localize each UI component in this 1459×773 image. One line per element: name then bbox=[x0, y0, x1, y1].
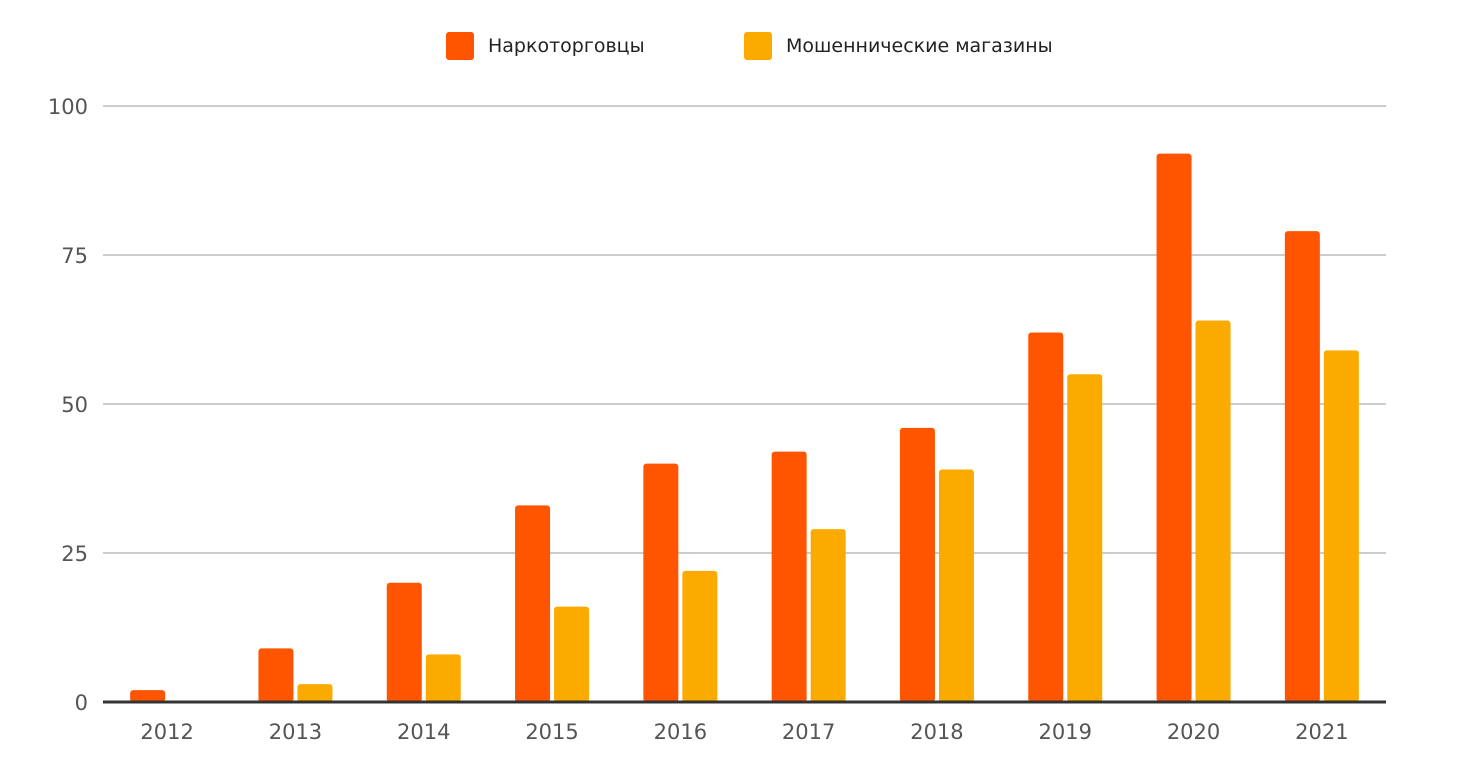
y-tick-label: 25 bbox=[61, 542, 88, 566]
bar-drug-dealers bbox=[386, 582, 422, 702]
y-tick-label: 75 bbox=[61, 244, 88, 268]
x-tick-label: 2021 bbox=[1295, 720, 1348, 744]
legend-item-drug-dealers: Наркоторговцы bbox=[446, 32, 645, 60]
x-tick-label: 2015 bbox=[525, 720, 578, 744]
bar-drug-dealers bbox=[515, 505, 551, 702]
legend-swatch-fraud-shops bbox=[744, 32, 772, 60]
bar-drug-dealers bbox=[1028, 332, 1064, 702]
bar-drug-dealers bbox=[643, 463, 679, 702]
y-tick-label: 100 bbox=[48, 95, 88, 119]
chart-legend: Наркоторговцы Мошеннические магазины bbox=[0, 32, 1459, 64]
x-tick-label: 2013 bbox=[269, 720, 322, 744]
bar-fraud-shops bbox=[554, 606, 590, 702]
y-tick-label: 0 bbox=[75, 691, 88, 715]
x-tick-label: 2016 bbox=[654, 720, 707, 744]
legend-label-drug-dealers: Наркоторговцы bbox=[488, 35, 645, 57]
bar-fraud-shops bbox=[1323, 350, 1359, 702]
x-tick-label: 2012 bbox=[140, 720, 193, 744]
x-tick-label: 2020 bbox=[1167, 720, 1220, 744]
legend-item-fraud-shops: Мошеннические магазины bbox=[744, 32, 1053, 60]
x-tick-label: 2019 bbox=[1039, 720, 1092, 744]
bar-fraud-shops bbox=[1195, 320, 1231, 702]
bar-fraud-shops bbox=[425, 654, 461, 702]
legend-swatch-drug-dealers bbox=[446, 32, 474, 60]
legend-label-fraud-shops: Мошеннические магазины bbox=[786, 35, 1053, 57]
x-tick-label: 2018 bbox=[910, 720, 963, 744]
bar-drug-dealers bbox=[258, 648, 294, 702]
bar-drug-dealers bbox=[899, 427, 935, 702]
bar-fraud-shops bbox=[682, 570, 718, 702]
bar-drug-dealers bbox=[130, 690, 166, 702]
bar-fraud-shops bbox=[938, 469, 974, 702]
bar-drug-dealers bbox=[771, 451, 807, 702]
bar-fraud-shops bbox=[810, 529, 846, 702]
bar-fraud-shops bbox=[1067, 374, 1103, 702]
bar-fraud-shops bbox=[297, 684, 333, 702]
bar-drug-dealers bbox=[1284, 231, 1320, 702]
bar-drug-dealers bbox=[1156, 153, 1192, 702]
y-tick-label: 50 bbox=[61, 393, 88, 417]
x-tick-label: 2017 bbox=[782, 720, 835, 744]
x-tick-label: 2014 bbox=[397, 720, 450, 744]
